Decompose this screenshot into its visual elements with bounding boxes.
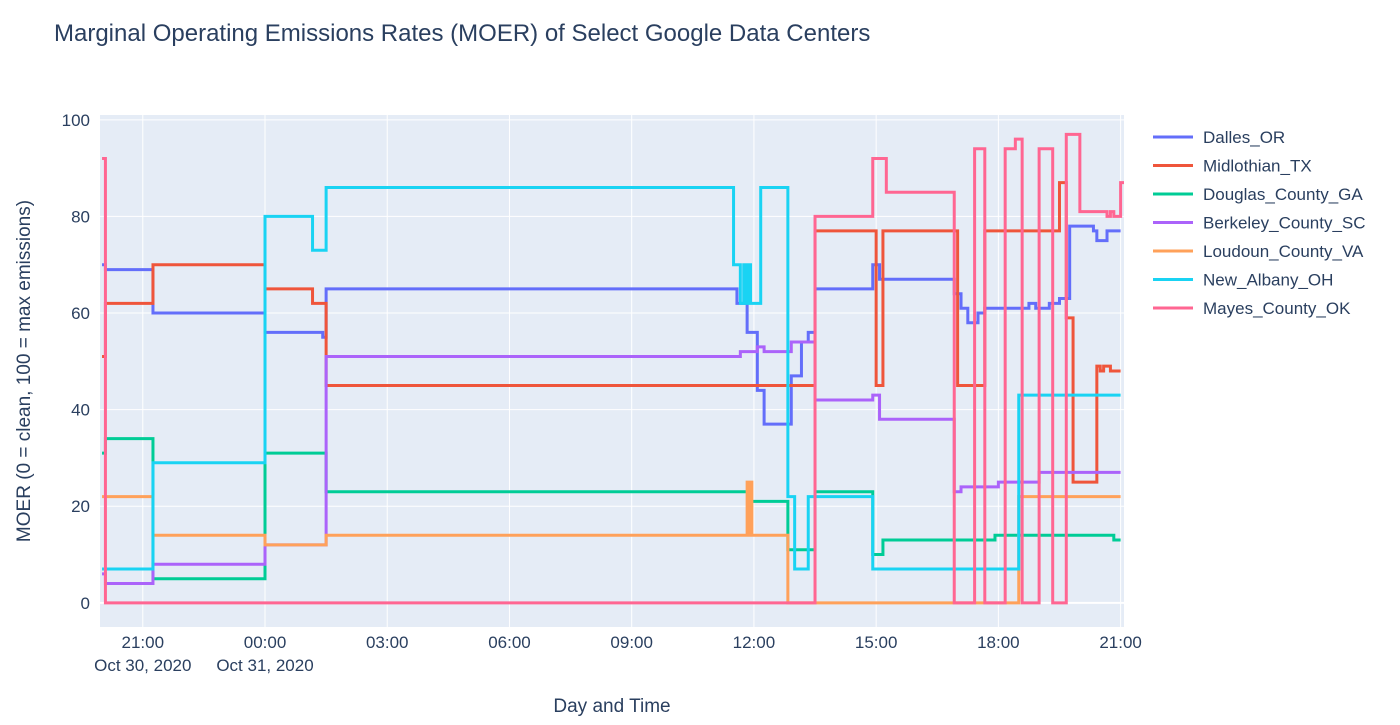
x-tick-label: 03:00 [366,633,409,652]
legend-item-mayes-county-ok[interactable]: Mayes_County_OK [1153,299,1351,318]
x-axis-title: Day and Time [553,696,670,717]
plot-area: 21:00 Oct 30, 2020 00:00 Oct 31, 2020 03:00 0… [62,111,1142,675]
x-tick-label: 18:00 [977,633,1020,652]
x-tick-label: 21:00 [1099,633,1142,652]
legend-label: Berkeley_County_SC [1203,214,1366,233]
x-tick-label: 15:00 [855,633,898,652]
series-line-new-albany-oh [102,185,1121,571]
legend-item-loudoun-county-va[interactable]: Loudoun_County_VA [1153,242,1364,261]
x-tick-date-label: Oct 31, 2020 [216,656,313,675]
legend-item-dalles-or[interactable]: Dalles_OR [1153,128,1285,147]
plot-background [100,115,1124,627]
y-tick-label: 20 [71,497,90,516]
legend-item-new-albany-oh[interactable]: New_Albany_OH [1153,271,1333,290]
series-line-loudoun-county-va [102,480,1121,605]
y-tick-label: 100 [62,111,90,130]
x-tick-label: 00:00 [244,633,287,652]
y-axis-title: MOER (0 = clean, 100 = max emissions) [14,200,35,542]
y-tick-label: 80 [71,207,90,226]
series-line-mayes-county-ok [102,132,1124,605]
legend-label: Loudoun_County_VA [1203,242,1364,261]
y-tick-label: 40 [71,401,90,420]
x-tick-label: 12:00 [733,633,776,652]
x-tick-label: 09:00 [610,633,653,652]
legend-label: Mayes_County_OK [1203,299,1351,318]
x-tick-label: 21:00 [122,633,165,652]
legend-item-douglas-county-ga[interactable]: Douglas_County_GA [1153,185,1363,204]
series-line-berkeley-county-sc [102,340,1121,586]
y-tick-label: 0 [81,594,90,613]
chart-title: Marginal Operating Emissions Rates (MOER… [54,20,870,47]
legend-label: Midlothian_TX [1203,157,1312,176]
legend-item-midlothian-tx[interactable]: Midlothian_TX [1153,157,1312,176]
y-tick-label: 60 [71,304,90,323]
legend[interactable]: Dalles_OR Midlothian_TX Douglas_County_GA B… [1153,128,1366,318]
legend-item-berkeley-county-sc[interactable]: Berkeley_County_SC [1153,214,1366,233]
x-tick-label: 06:00 [488,633,531,652]
legend-label: Dalles_OR [1203,128,1285,147]
legend-label: New_Albany_OH [1203,271,1333,290]
x-tick-date-label: Oct 30, 2020 [94,656,191,675]
legend-label: Douglas_County_GA [1203,185,1363,204]
